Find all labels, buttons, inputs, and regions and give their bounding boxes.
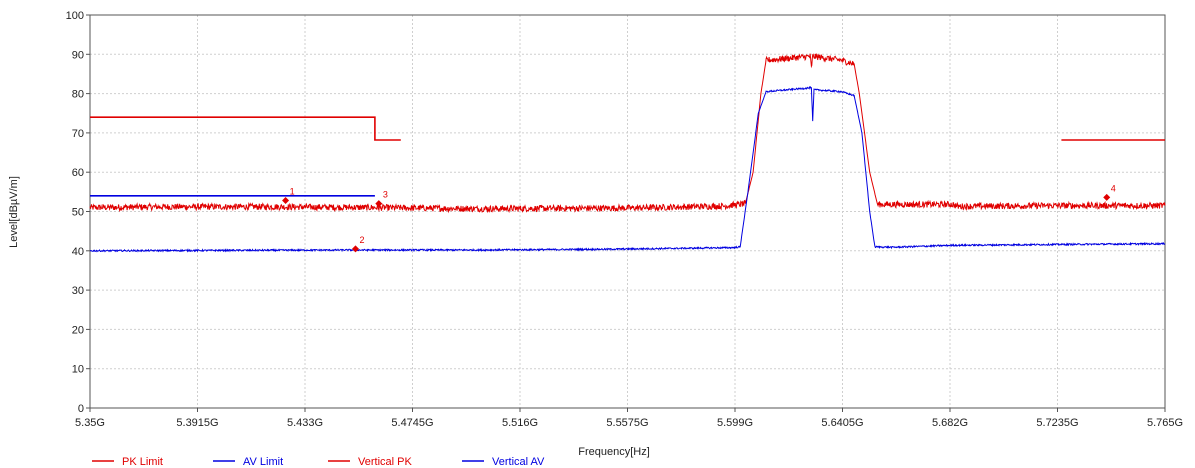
- series-lines: [89, 53, 1166, 253]
- x-tick-label: 5.5575G: [606, 417, 648, 429]
- x-tick-label: 5.35G: [75, 417, 105, 429]
- y-tick-label: 80: [72, 89, 84, 101]
- x-tick-label: 5.433G: [287, 417, 323, 429]
- marker-label-2: 2: [360, 235, 365, 245]
- y-axis-title: Level[dBµV/m]: [8, 176, 20, 248]
- y-tick-label: 100: [66, 10, 84, 22]
- marker-label-4: 4: [1111, 183, 1116, 193]
- legend: PK Limit AV Limit Vertical PK Vertical AV: [92, 456, 545, 468]
- y-tick-label: 60: [72, 167, 84, 179]
- marker-4: [1103, 193, 1111, 201]
- vertical-pk-trace: [89, 53, 1166, 214]
- y-tick-label: 50: [72, 207, 84, 219]
- x-tick-label: 5.516G: [502, 417, 538, 429]
- y-tick-label: 70: [72, 128, 84, 140]
- vertical-av-trace: [89, 85, 1166, 253]
- y-tick-label: 30: [72, 285, 84, 297]
- peak-markers: 1 2 3 4: [282, 183, 1116, 253]
- y-tick-label: 20: [72, 324, 84, 336]
- x-axis-ticks: 5.35G 5.3915G 5.433G 5.4745G 5.516G 5.5575G 5.…: [75, 408, 1183, 429]
- x-tick-label: 5.6405G: [821, 417, 863, 429]
- x-tick-label: 5.599G: [717, 417, 753, 429]
- x-tick-label: 5.7235G: [1036, 417, 1078, 429]
- marker-label-3: 3: [383, 190, 388, 200]
- y-axis-ticks: 0 10 20 30 40 50 60 70 80 90 100: [66, 10, 90, 415]
- marker-2: [352, 245, 360, 253]
- y-tick-label: 90: [72, 49, 84, 61]
- pk-limit-line: [90, 116, 401, 141]
- grid: [89, 14, 1166, 409]
- x-axis-title: Frequency[Hz]: [578, 446, 650, 458]
- y-tick-label: 0: [78, 403, 84, 415]
- y-tick-label: 10: [72, 364, 84, 376]
- x-tick-label: 5.682G: [932, 417, 968, 429]
- x-tick-label: 5.3915G: [176, 417, 218, 429]
- legend-label-av-limit: AV Limit: [243, 456, 283, 468]
- legend-label-vertical-av: Vertical AV: [492, 456, 545, 468]
- legend-label-vertical-pk: Vertical PK: [358, 456, 412, 468]
- x-tick-label: 5.4745G: [391, 417, 433, 429]
- legend-label-pk-limit: PK Limit: [122, 456, 163, 468]
- marker-label-1: 1: [290, 186, 295, 196]
- marker-1: [282, 196, 290, 204]
- y-tick-label: 40: [72, 246, 84, 258]
- marker-3: [375, 200, 383, 208]
- x-tick-label: 5.765G: [1147, 417, 1183, 429]
